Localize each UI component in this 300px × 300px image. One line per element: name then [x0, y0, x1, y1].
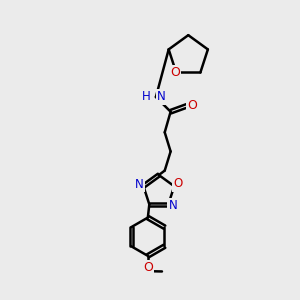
- Text: N: N: [158, 91, 166, 103]
- Text: N: N: [135, 178, 143, 191]
- Text: H: H: [142, 91, 151, 103]
- Text: N: N: [168, 199, 177, 212]
- Text: O: O: [170, 66, 180, 79]
- Text: O: O: [143, 261, 153, 274]
- Text: O: O: [187, 99, 197, 112]
- Text: O: O: [173, 177, 182, 190]
